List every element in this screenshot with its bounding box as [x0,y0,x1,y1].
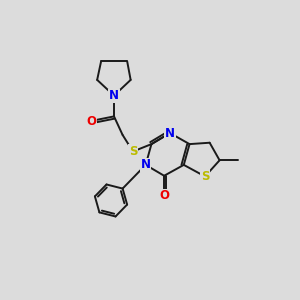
Text: N: N [165,127,175,140]
Text: O: O [86,115,96,128]
Text: N: N [109,89,119,102]
Text: O: O [159,189,169,203]
Text: S: S [129,145,137,158]
Text: N: N [141,158,151,171]
Text: S: S [201,170,209,183]
